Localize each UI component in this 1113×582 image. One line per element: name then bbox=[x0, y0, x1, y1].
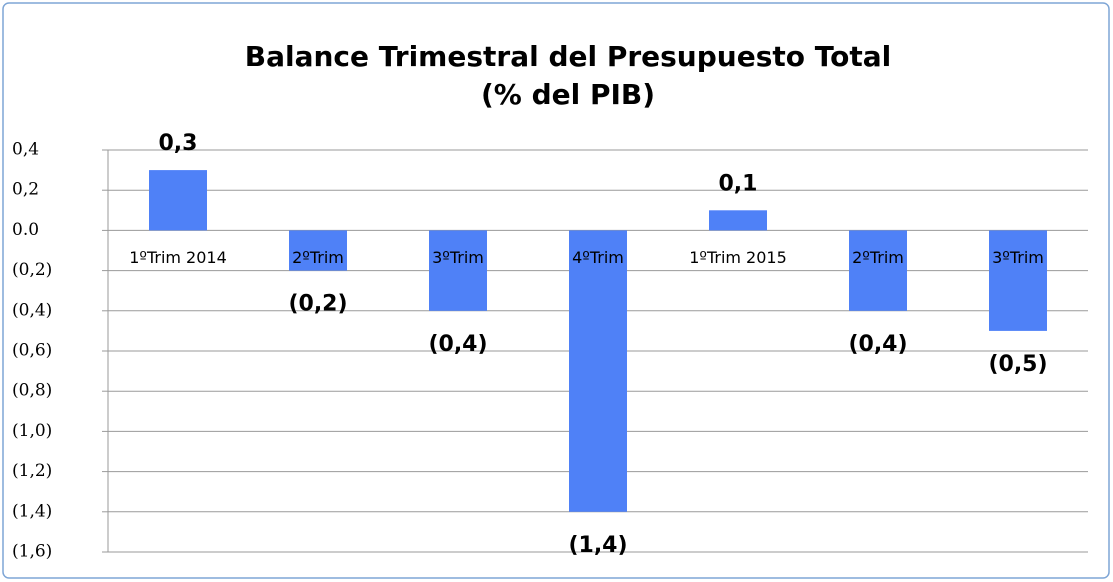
x-tick-label: 1ºTrim 2015 bbox=[689, 248, 787, 267]
bar bbox=[569, 230, 627, 512]
value-label: (0,2) bbox=[288, 292, 347, 317]
value-label: (0,5) bbox=[988, 352, 1047, 377]
bar bbox=[849, 230, 907, 311]
x-tick-label: 3ºTrim bbox=[432, 248, 484, 267]
y-tick-label: (1,4) bbox=[12, 501, 52, 521]
y-tick-label: 0,2 bbox=[12, 180, 39, 200]
x-tick-label: 1ºTrim 2014 bbox=[129, 248, 227, 267]
value-label: (0,4) bbox=[428, 332, 487, 357]
y-tick-label: 0.0 bbox=[12, 220, 39, 240]
x-tick-label: 3ºTrim bbox=[992, 248, 1044, 267]
y-tick-label: 0,4 bbox=[12, 140, 39, 160]
chart-subtitle: (% del PIB) bbox=[481, 78, 655, 111]
bar bbox=[289, 230, 347, 271]
x-tick-label: 2ºTrim bbox=[852, 248, 904, 267]
bar bbox=[989, 230, 1047, 331]
value-label: (0,4) bbox=[848, 332, 907, 357]
bar bbox=[149, 170, 207, 231]
chart-title: Balance Trimestral del Presupuesto Total bbox=[245, 40, 892, 73]
y-tick-label: (0,4) bbox=[12, 300, 52, 320]
value-label: (1,4) bbox=[568, 533, 627, 558]
value-label: 0,1 bbox=[719, 171, 758, 196]
value-label: 0,3 bbox=[159, 131, 198, 156]
y-tick-label: (1,0) bbox=[12, 421, 52, 441]
y-tick-label: (0,2) bbox=[12, 260, 52, 280]
y-tick-label: (1,2) bbox=[12, 461, 52, 481]
bar bbox=[709, 210, 767, 231]
bar bbox=[429, 230, 487, 311]
x-tick-label: 4ºTrim bbox=[572, 248, 624, 267]
y-tick-label: (1,6) bbox=[12, 542, 52, 562]
y-tick-label: (0,6) bbox=[12, 341, 52, 361]
y-tick-label: (0,8) bbox=[12, 381, 52, 401]
x-tick-label: 2ºTrim bbox=[292, 248, 344, 267]
